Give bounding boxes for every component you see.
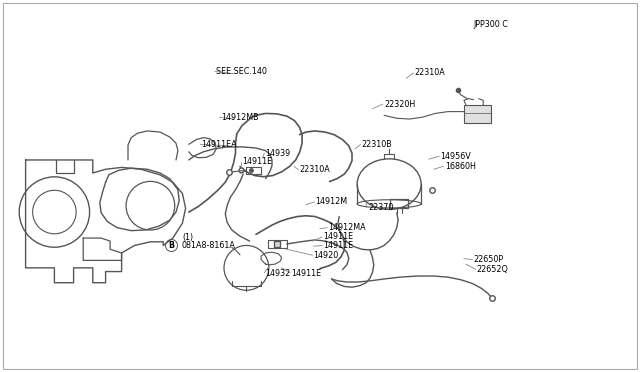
- Text: 22310A: 22310A: [415, 68, 445, 77]
- FancyBboxPatch shape: [464, 105, 491, 123]
- Text: 16860H: 16860H: [445, 162, 476, 171]
- Text: 22652Q: 22652Q: [477, 265, 509, 274]
- Text: 14920: 14920: [314, 251, 339, 260]
- Text: 14939: 14939: [266, 149, 291, 158]
- Text: 22320H: 22320H: [384, 100, 415, 109]
- Text: 14912MA: 14912MA: [328, 223, 366, 232]
- Text: 081A8-8161A: 081A8-8161A: [181, 241, 235, 250]
- Text: 22370: 22370: [368, 203, 394, 212]
- Text: 14912M: 14912M: [316, 198, 348, 206]
- Text: 22310A: 22310A: [300, 165, 330, 174]
- Text: 14911EA: 14911EA: [202, 140, 237, 149]
- Text: 14956V: 14956V: [440, 152, 471, 161]
- Text: 14911E: 14911E: [291, 269, 321, 278]
- Text: (1): (1): [182, 233, 193, 242]
- Text: JPP300 C: JPP300 C: [474, 20, 508, 29]
- Text: SEE SEC.140: SEE SEC.140: [216, 67, 267, 76]
- Text: 22310B: 22310B: [362, 140, 392, 149]
- Text: 14911E: 14911E: [323, 232, 353, 241]
- Text: 14932: 14932: [266, 269, 291, 278]
- Text: 14911E: 14911E: [242, 157, 272, 166]
- Text: 14911E: 14911E: [323, 241, 353, 250]
- Text: B: B: [168, 241, 175, 250]
- Text: 22650P: 22650P: [474, 255, 504, 264]
- Text: 14912MB: 14912MB: [221, 113, 259, 122]
